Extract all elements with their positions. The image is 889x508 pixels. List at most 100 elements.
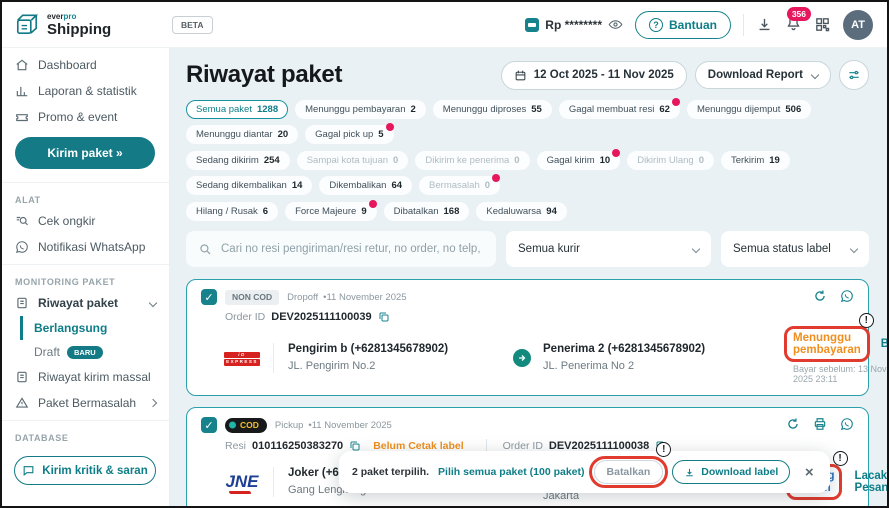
kirim-paket-button[interactable]: Kirim paket	[15, 137, 155, 169]
filter-chip-kedaluwarsa[interactable]: Kedaluwarsa 94	[476, 202, 567, 221]
search-box	[186, 231, 496, 267]
filter-chip-menunggu-dijemput[interactable]: Menunggu dijemput 506	[686, 100, 812, 119]
top-bar: everpro Shipping BETA Rp ******** Bantua…	[2, 2, 887, 48]
date-range-button[interactable]: 12 Oct 2025 - 11 Nov 2025	[500, 60, 687, 90]
sidebar-item-paket-bermasalah[interactable]: Paket Bermasalah	[2, 390, 169, 416]
bulk-history-icon	[17, 371, 27, 383]
card-checkbox[interactable]	[201, 417, 217, 433]
help-button[interactable]: Bantuan	[635, 10, 731, 39]
filter-chip-force-majeure[interactable]: Force Majeure 9	[285, 200, 377, 221]
sidebar-item-riwayat-kirim-massal[interactable]: Riwayat kirim massal	[2, 364, 169, 390]
divider	[2, 420, 169, 421]
order-id-label: Order ID	[225, 311, 266, 323]
alert-dot-icon	[385, 123, 394, 131]
main-content: Riwayat paket 12 Oct 2025 - 11 Nov 2025 …	[170, 48, 887, 506]
courier-filter-select[interactable]: Semua kurir	[506, 231, 711, 267]
download-icon[interactable]	[756, 16, 773, 33]
section-title-alat: ALAT	[15, 195, 41, 205]
selected-count-text: 2 paket terpilih.	[352, 466, 430, 478]
wallet-balance[interactable]: Rp ********	[525, 17, 623, 32]
wallet-icon	[525, 17, 540, 32]
filter-chip-menunggu-pembayaran[interactable]: Menunggu pembayaran 2	[295, 100, 426, 119]
feedback-button[interactable]: Kirim kritik & saran	[14, 456, 156, 485]
alert-dot-icon	[671, 98, 680, 106]
sidebar-item-riwayat-paket[interactable]: Riwayat paket	[2, 290, 169, 316]
filter-chip-menunggu-diantar[interactable]: Menunggu diantar 20	[186, 125, 299, 144]
package-card: NON COD Dropoff •11 November 2025 Order …	[186, 279, 887, 396]
label-status-filter-select[interactable]: Semua status label	[721, 231, 869, 267]
close-icon[interactable]	[801, 464, 817, 480]
date-label: •11 November 2025	[308, 419, 392, 431]
divider	[485, 439, 487, 452]
brand-name: Shipping	[47, 20, 112, 38]
eye-icon[interactable]	[608, 17, 623, 32]
sender-address: JL. Pengirim No.2	[288, 360, 376, 372]
everpro-cube-icon	[16, 13, 39, 34]
filter-chip-gagal-membuat-resi[interactable]: Gagal membuat resi 62	[558, 98, 680, 119]
filter-chip-sampai-kota-tujuan[interactable]: Sampai kota tujuan 0	[296, 151, 409, 170]
print-icon[interactable]	[813, 417, 827, 431]
sidebar-item-notifikasi-whatsapp[interactable]: Notifikasi WhatsApp	[2, 234, 169, 260]
arrow-right-icon	[513, 349, 531, 367]
divider	[743, 13, 744, 36]
brand-logo[interactable]: everpro Shipping	[14, 12, 172, 38]
sidebar-item-promo[interactable]: Promo & event	[2, 104, 169, 130]
copy-icon[interactable]	[349, 440, 361, 452]
filter-chip-sedang-dikembalikan[interactable]: Sedang dikembalikan 14	[186, 176, 313, 195]
sidebar-item-dashboard[interactable]: Dashboard	[2, 52, 169, 78]
chevron-right-icon	[148, 398, 158, 408]
sender-name: Pengirim b (+6281345678902)	[288, 343, 449, 355]
batalkan-button[interactable]: Batalkan	[593, 460, 664, 484]
sidebar: Dashboard Laporan & statistik Promo & ev…	[2, 48, 170, 506]
filter-chip-gagal-pick-up[interactable]: Gagal pick up 5	[305, 123, 394, 144]
bayar-link[interactable]: Bayar	[881, 338, 887, 350]
resi-value: 010116250383270	[252, 439, 344, 452]
card-checkbox[interactable]	[201, 289, 217, 305]
filter-chip-sedang-dikirim[interactable]: Sedang dikirim 254	[186, 151, 290, 170]
search-icon	[200, 244, 211, 255]
annotation-exclamation: !	[656, 442, 672, 457]
filter-chip-terkirim[interactable]: Terkirim 19	[720, 151, 790, 170]
filter-chip-dikirim-ulang[interactable]: Dikirim Ulang 0	[627, 151, 714, 170]
filter-settings-button[interactable]	[839, 60, 869, 90]
avatar[interactable]: AT	[843, 9, 873, 40]
filter-chip-semua-paket[interactable]: Semua paket 1288	[186, 100, 289, 119]
method-label: Dropoff	[287, 291, 319, 303]
home-icon	[16, 59, 28, 71]
receiver-address: JL. Penerima No 2	[543, 360, 635, 372]
select-all-link[interactable]: Pilih semua paket (100 paket)	[438, 466, 585, 478]
apps-grid-icon[interactable]	[814, 16, 831, 33]
divider	[2, 182, 169, 183]
divider	[273, 466, 274, 497]
filter-chip-dikirim-ke-penerima[interactable]: Dikirim ke penerima 0	[415, 151, 530, 170]
search-input[interactable]	[221, 243, 484, 255]
receiver-info: Penerima 2 (+6281345678902) JL. Penerima…	[543, 343, 793, 373]
sidebar-item-cek-ongkir[interactable]: Cek ongkir	[2, 208, 169, 234]
divider	[273, 343, 274, 373]
sidebar-item-laporan[interactable]: Laporan & statistik	[2, 78, 169, 104]
notifications-button[interactable]: 356	[785, 6, 811, 36]
page-title: Riwayat paket	[186, 61, 343, 88]
return-icon[interactable]	[813, 289, 827, 303]
whatsapp-icon[interactable]	[840, 289, 854, 303]
filter-chip-gagal-kirim[interactable]: Gagal kirim 10	[536, 149, 621, 170]
return-icon[interactable]	[786, 417, 800, 431]
chevron-down-icon	[148, 298, 158, 308]
copy-icon[interactable]	[378, 311, 390, 323]
filter-chip-bermasalah[interactable]: Bermasalah 0	[419, 174, 501, 195]
filter-chip-menunggu-diproses[interactable]: Menunggu diproses 55	[432, 100, 552, 119]
sidebar-item-draft[interactable]: Draft BARU	[2, 340, 169, 364]
download-report-button[interactable]: Download Report	[694, 61, 831, 89]
balance-text: Rp ********	[545, 17, 602, 32]
alert-dot-icon	[492, 174, 501, 182]
filter-chip-hilang-rusak[interactable]: Hilang / Rusak 6	[186, 202, 279, 221]
filter-chip-dibatalkan[interactable]: Dibatalkan 168	[383, 202, 470, 221]
lacak-pesanan-link[interactable]: Lacak Pesanan	[854, 469, 887, 494]
download-label-button[interactable]: Download label	[672, 460, 791, 484]
chart-icon	[16, 86, 28, 97]
whatsapp-icon	[15, 241, 28, 254]
whatsapp-icon[interactable]	[840, 417, 854, 431]
sidebar-item-berlangsung[interactable]: Berlangsung	[20, 316, 169, 340]
filter-chip-dikembalikan[interactable]: Dikembalikan 64	[319, 176, 413, 195]
chevron-down-icon	[691, 244, 701, 254]
